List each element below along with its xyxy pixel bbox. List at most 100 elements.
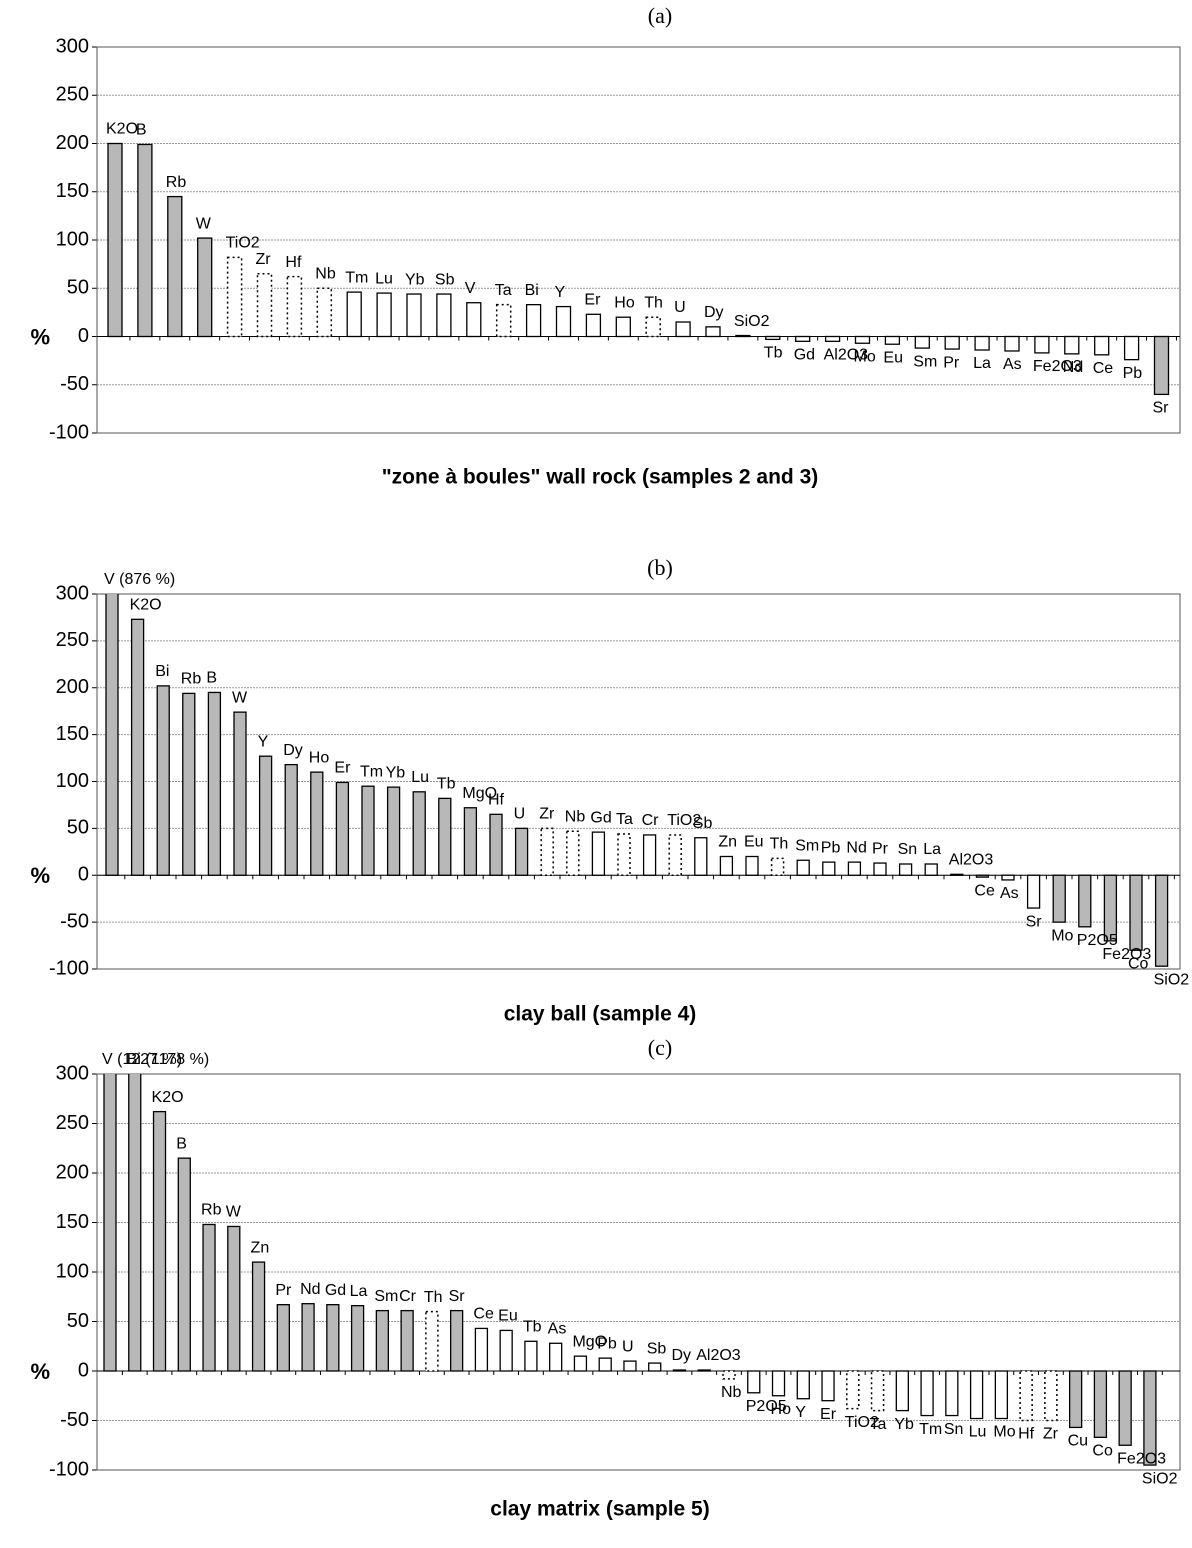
bar (251, 1261, 266, 1372)
bar (705, 326, 721, 338)
bar (1001, 874, 1015, 881)
bar-label: Cr (642, 812, 660, 829)
bar (436, 293, 452, 338)
bar (719, 855, 734, 876)
bar (361, 785, 375, 876)
bar (449, 1309, 464, 1372)
bar-label: Tb (764, 345, 783, 362)
bar-label: V (876 %) (104, 571, 175, 588)
bar (617, 833, 631, 876)
bar-label: Ta (495, 282, 512, 299)
bar (474, 1327, 489, 1372)
bar-label: Pb (821, 839, 841, 856)
bar-label: Th (770, 836, 789, 853)
plot-border (96, 1073, 1181, 1471)
y-tick-label: 0 (78, 864, 89, 886)
bar-label: Nb (721, 1384, 742, 1401)
bar (286, 275, 303, 338)
bar-label: Pr (872, 840, 889, 857)
bar (994, 1370, 1009, 1420)
bar (824, 335, 841, 342)
bar-label: Zr (1043, 1426, 1059, 1443)
bar (1153, 335, 1170, 396)
bar (1123, 335, 1140, 361)
bar-label: La (923, 841, 941, 858)
bar-label: W (232, 689, 248, 706)
bar-label: Fe2O3 (1033, 358, 1082, 375)
y-tick-label: 50 (67, 1310, 89, 1332)
bar-label: Bi (155, 663, 169, 680)
bar-label: Tm (919, 1421, 942, 1438)
y-axis-label: % (30, 863, 50, 888)
panel-title: (b) (647, 555, 673, 580)
bar (1154, 874, 1169, 967)
bar-label: Sb (435, 271, 455, 288)
y-tick-label: 150 (56, 180, 89, 202)
y-tick-label: 250 (56, 1112, 89, 1134)
bar-label: Co (1128, 955, 1149, 972)
bar-label: MgO (572, 1333, 607, 1350)
bar (672, 1369, 687, 1372)
bar-label: Cu (1068, 1433, 1088, 1450)
bar-label: Mo (993, 1424, 1015, 1441)
bar-label: Tm (360, 763, 383, 780)
bar (376, 292, 392, 338)
y-tick-label: 150 (56, 723, 89, 745)
y-tick-label: -100 (49, 957, 89, 979)
bar (585, 313, 602, 338)
bar (573, 1355, 588, 1372)
bar (167, 195, 183, 338)
bar (406, 293, 422, 338)
bar (207, 691, 222, 876)
bar-label: Mo (854, 348, 876, 365)
bar (924, 863, 938, 876)
bar (276, 1304, 290, 1372)
y-tick-label: 200 (56, 676, 89, 698)
bar-label: Eu (744, 834, 764, 851)
bar-label: Yb (894, 1416, 914, 1433)
panel-title: (c) (648, 1035, 672, 1060)
bar-label: Yb (405, 271, 425, 288)
bar (854, 335, 871, 344)
bar-label: As (1003, 356, 1022, 373)
bar-label: Er (820, 1406, 837, 1423)
bar (256, 273, 273, 338)
bar (796, 859, 810, 876)
y-tick-label: -50 (60, 910, 89, 932)
bar-label: Lu (375, 270, 393, 287)
bar (1093, 1370, 1108, 1438)
y-tick-label: 100 (56, 770, 89, 792)
bar (137, 143, 153, 338)
bar (822, 861, 836, 876)
bar-label: B (206, 670, 217, 687)
panel: (c) clay matrix (sample 5) -100 -50 0 50 100 15… (30, 1035, 1181, 1521)
bar-label: Lu (411, 769, 429, 786)
bar-label: Al2O3 (949, 852, 994, 869)
bar-label: Nd (846, 839, 866, 856)
bar (463, 807, 478, 876)
bar-label: K2O (106, 121, 138, 138)
bar-label: Hf (488, 792, 505, 809)
bar-label: Gd (590, 809, 611, 826)
bar-label: Sr (1026, 913, 1043, 930)
bar (316, 287, 333, 338)
bar (425, 1310, 439, 1372)
bar-label: U (514, 806, 526, 823)
bar (1052, 874, 1066, 923)
bar-label: Er (584, 292, 601, 309)
bar-label: Ho (309, 749, 330, 766)
bar-label: Sn (944, 1421, 964, 1438)
y-tick-label: -100 (49, 1458, 89, 1480)
bar-label: Pb (597, 1335, 617, 1352)
bar (969, 1370, 984, 1420)
bar-label: Er (334, 760, 351, 777)
bar (950, 873, 964, 876)
bar (103, 1074, 117, 1372)
bar (735, 334, 751, 338)
bar (895, 1370, 909, 1412)
bar-label: Zr (539, 806, 555, 823)
bar-label: Y (555, 284, 566, 301)
bar-label: La (973, 355, 991, 372)
bar-label: Dy (704, 304, 724, 321)
